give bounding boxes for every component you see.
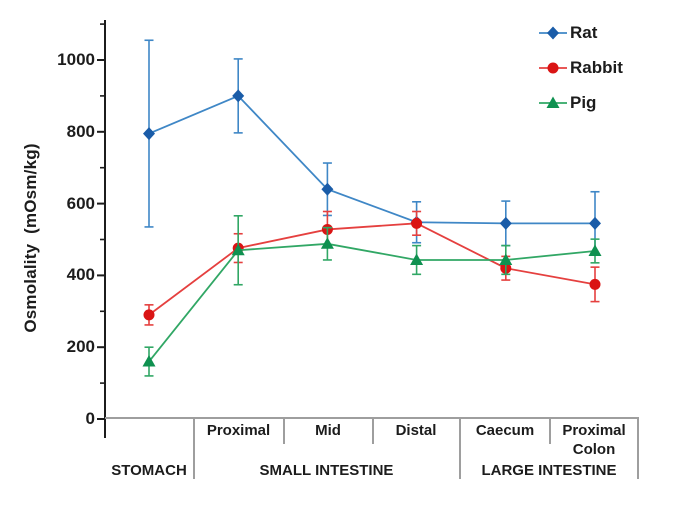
series-pig [142,215,602,377]
x-label-large-intestine: LARGE INTESTINE [481,462,617,479]
x-label-distal: Distal [395,422,437,439]
series-line [148,242,596,363]
data-point-marker [232,89,245,103]
table-divider-small-large [459,418,461,479]
x-label-small-intestine: SMALL INTESTINE [259,462,394,479]
data-point-marker [320,237,334,249]
table-divider-stomach [193,418,195,479]
data-point-marker [499,216,512,230]
legend-item-rat: Rat [538,21,623,45]
legend-label-rabbit: Rabbit [570,58,623,77]
data-point-marker [143,127,155,141]
data-point-marker [143,309,155,321]
data-point-marker [410,253,424,265]
data-point-marker [547,26,559,40]
series-line [148,94,595,225]
y-tick-label: 200 [66,337,95,357]
x-label-stomach: STOMACH [111,462,187,479]
data-point-marker [547,62,559,74]
y-axis-title: Osmolality (mOsm/kg) [21,143,40,333]
data-point-marker [589,278,601,290]
x-label-caecum: Caecum [475,422,535,439]
legend: Rat Rabbit Pig [538,21,623,126]
data-point-marker [588,244,602,256]
legend-item-pig: Pig [538,91,623,115]
table-divider-mid-distal [372,418,374,444]
legend-item-rabbit: Rabbit [538,56,623,80]
table-divider-proximal-mid [283,418,285,444]
data-point-marker [411,217,423,229]
data-point-marker [499,253,513,265]
series-rat [143,39,601,256]
data-point-marker [589,216,601,230]
y-tick-label: 800 [66,121,95,141]
y-tick-label: 0 [85,409,95,428]
data-point-marker [546,96,560,108]
table-divider-caecum-colon [549,418,551,444]
x-label-proximal: Proximal [206,422,271,439]
series-line [148,222,596,316]
table-divider-right-edge [637,418,639,479]
rabbit-legend-marker-icon [539,62,567,74]
x-label-proximal-colon: Proximal Colon [562,422,626,458]
data-point-marker [142,355,156,367]
pig-legend-marker-icon [539,96,567,108]
legend-label-rat: Rat [570,23,598,42]
rat-legend-marker-icon [539,26,567,40]
legend-label-pig: Pig [570,93,597,112]
x-label-mid: Mid [315,422,341,439]
data-point-marker [321,182,334,196]
series-rabbit [143,210,601,326]
y-tick-label: 1000 [57,50,95,69]
y-tick-label: 400 [66,265,95,285]
y-tick-label: 600 [66,193,95,213]
data-point-marker [231,243,245,256]
